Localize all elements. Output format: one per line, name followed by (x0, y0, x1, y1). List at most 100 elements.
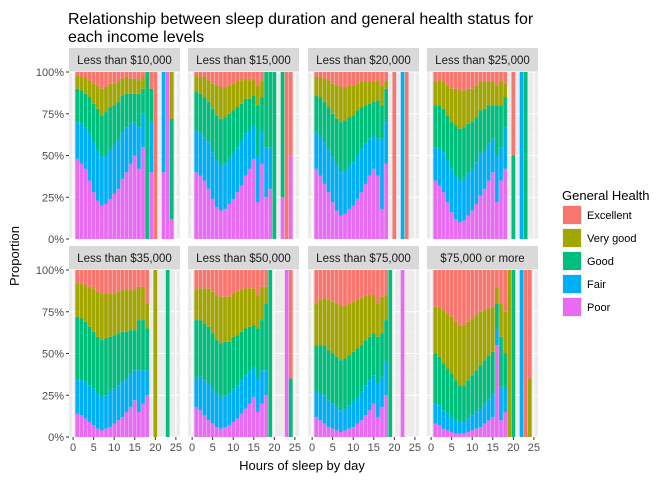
bar-segment-poor (108, 198, 112, 239)
y-tick-label: 100% (36, 67, 64, 79)
bar-segment-good (318, 345, 323, 394)
bar-segment-poor (466, 215, 470, 239)
bar-segment-good (235, 335, 240, 386)
bar-segment-poor (202, 415, 207, 437)
bar-segment-fair (478, 153, 483, 196)
bar-segment-good (326, 107, 331, 149)
bar-segment-poor (495, 345, 499, 437)
bar-segment-poor (87, 180, 92, 239)
bar-segment-poor (343, 430, 347, 437)
bar-segment-poor (486, 420, 491, 437)
bar-segment-fair (499, 147, 503, 181)
bar-segment-vgood (449, 316, 454, 374)
bar-segment-excel (206, 270, 211, 289)
bar-segment-excel (466, 72, 470, 89)
bar-segment-excel (490, 270, 495, 307)
bar-segment-good (251, 95, 256, 126)
bar-segment-excel (458, 270, 462, 326)
facet-strip (308, 48, 419, 72)
bar-segment-excel (223, 270, 227, 297)
legend-label: Very good (587, 233, 637, 245)
bar-segment-fair (380, 138, 384, 209)
bar-segment-excel (355, 270, 360, 301)
bar-segment-excel (108, 72, 112, 84)
bar-segment-excel (210, 270, 215, 292)
bar-segment-vgood (384, 80, 388, 89)
legend-item: Good (562, 251, 614, 271)
bar-segment-fair (223, 163, 227, 209)
bar-segment-good (474, 370, 479, 412)
bar-segment-poor (437, 425, 442, 437)
bar-segment-poor (206, 188, 211, 239)
bar-segment-poor (219, 428, 223, 437)
bar-segment-fair (503, 127, 507, 169)
y-tick-label: 25% (42, 390, 64, 402)
bar-segment-good (206, 102, 211, 143)
bar-segment-good (499, 105, 503, 148)
bar-segment-good (83, 321, 88, 382)
bar-segment-fair (380, 376, 384, 407)
bar-segment-excel (490, 72, 495, 83)
bar-segment-fair (132, 122, 137, 156)
bar-segment-vgood (214, 295, 219, 341)
y-axis-label: Proportion (7, 226, 22, 286)
bar-segment-good (380, 333, 384, 377)
bar-segment-excel (247, 72, 252, 81)
facet-strip-label: Less than $10,000 (77, 55, 172, 67)
bar-segment-vgood (239, 80, 244, 104)
bar-segment-poor (367, 410, 372, 437)
bar-segment-good (206, 326, 211, 384)
bar-segment-good (433, 105, 438, 148)
bar-segment-excel (128, 72, 133, 79)
bar-segment-poor (359, 192, 364, 239)
chart-title-line-2: each income levels (68, 29, 204, 46)
bar-segment-vgood (112, 293, 117, 336)
bar-segment-fair (194, 130, 199, 173)
bar-segment-good (437, 356, 442, 406)
bar-segment-vgood (490, 306, 495, 352)
bar-segment-poor (223, 426, 227, 437)
bar-segment-fair (400, 72, 405, 239)
bar-segment-vgood (322, 78, 327, 103)
bar-segment-poor (470, 210, 475, 239)
bar-segment-poor (194, 172, 199, 239)
bar-segment-excel (247, 270, 252, 289)
y-tick-label: 25% (42, 192, 64, 204)
bar-segment-good (347, 117, 351, 166)
bar-segment-excel (384, 270, 388, 296)
bar-segment-fair (347, 165, 351, 209)
bar-segment-excel (503, 270, 507, 312)
bar-segment-fair (371, 135, 376, 169)
bar-segment-vgood (380, 85, 384, 106)
bar-segment-good (371, 102, 376, 136)
bar-segment-poor (482, 188, 487, 239)
bar-segment-good (318, 97, 323, 136)
bar-segment-vgood (202, 77, 207, 98)
bar-segment-poor (198, 410, 203, 437)
bar-segment-poor (87, 421, 92, 437)
bar-segment-fair (206, 142, 211, 189)
bar-segment-vgood (116, 291, 121, 334)
bar-segment-poor (339, 215, 343, 239)
bar-segment-good (95, 336, 100, 394)
bar-segment-vgood (256, 295, 260, 329)
bar-segment-excel (227, 72, 231, 86)
bar-segment-vgood (466, 88, 470, 124)
bar-segment-good (83, 93, 88, 128)
bar-segment-excel (486, 72, 491, 83)
bar-segment-vgood (371, 295, 376, 334)
x-tick-label: 5 (91, 442, 97, 454)
bar-segment-good (202, 323, 207, 381)
bar-segment-good (104, 338, 108, 396)
bar-segment-vgood (363, 82, 368, 106)
bar-segment-excel (322, 72, 327, 79)
bar-segment-excel (343, 72, 347, 88)
bar-segment-excel (330, 270, 335, 302)
bar-segment-poor (499, 420, 503, 437)
bar-segment-vgood (132, 78, 137, 94)
bar-segment-good (214, 115, 219, 161)
bar-segment-fair (482, 150, 487, 189)
bar-segment-excel (235, 72, 240, 83)
bar-segment-good (198, 93, 203, 133)
bar-segment-good (347, 355, 351, 406)
